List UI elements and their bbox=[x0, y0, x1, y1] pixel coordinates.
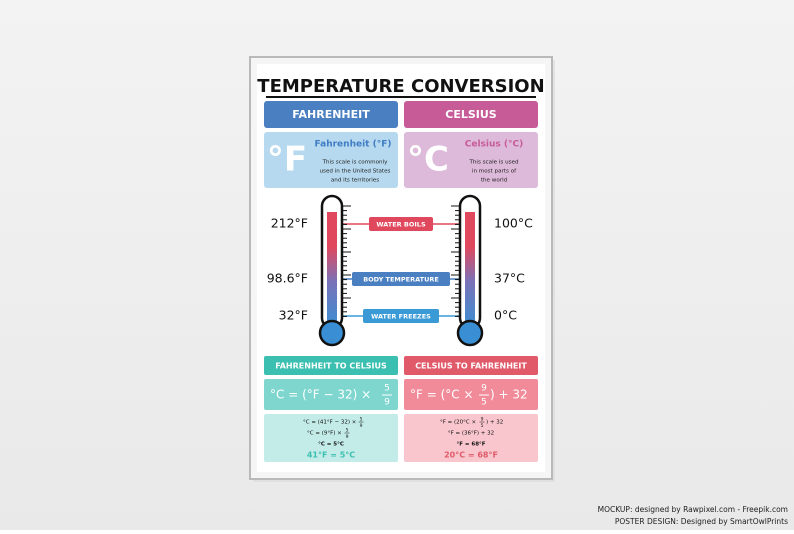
boil-text: WATER BOILS bbox=[376, 221, 426, 229]
example: °F = (20°C × bbox=[440, 420, 476, 426]
body-text: BODY TEMPERATURE bbox=[363, 276, 439, 284]
result: 20°C = 68°F bbox=[444, 451, 498, 460]
fahrenheit-info bbox=[264, 132, 398, 188]
f-label: 32°F bbox=[279, 308, 308, 323]
numerator: 5 bbox=[346, 428, 349, 434]
fahrenheit-symbol: °F bbox=[267, 140, 307, 180]
fahrenheit-name: Fahrenheit (°F) bbox=[315, 140, 392, 150]
freeze-text: WATER FREEZES bbox=[371, 313, 431, 321]
example: ) + 32 bbox=[486, 420, 503, 426]
denominator: 5 bbox=[481, 398, 487, 408]
numerator: 5 bbox=[360, 417, 363, 423]
c-to-f-example-box bbox=[404, 414, 538, 462]
c-label: 37°C bbox=[494, 271, 525, 286]
fahrenheit-desc: used in the United States bbox=[320, 169, 391, 175]
c-to-f-formula-box bbox=[404, 379, 538, 410]
example: °F = (36°F) + 32 bbox=[448, 431, 494, 437]
celsius-info bbox=[404, 132, 538, 188]
mercury bbox=[327, 212, 337, 328]
body-marker bbox=[352, 272, 450, 286]
c-to-f-header-text: CELSIUS TO FAHRENHEIT bbox=[415, 362, 527, 371]
formula: °C = (°F − 32) × bbox=[270, 388, 371, 402]
f-to-c-formula-box bbox=[264, 379, 398, 410]
fahrenheit-desc: and its territories bbox=[331, 178, 379, 184]
fahrenheit-desc: This scale is commonly bbox=[322, 160, 389, 166]
fahrenheit-header bbox=[264, 101, 398, 128]
boil-marker bbox=[369, 217, 433, 231]
fahrenheit-header-text: FAHRENHEIT bbox=[292, 108, 370, 121]
formula: ) + 32 bbox=[490, 388, 528, 402]
credit: POSTER DESIGN: Designed by SmartOwlPrint… bbox=[615, 517, 788, 526]
celsius-header bbox=[404, 101, 538, 128]
numerator: 5 bbox=[384, 384, 390, 394]
title: TEMPERATURE CONVERSION bbox=[257, 76, 544, 97]
celsius-header-text: CELSIUS bbox=[445, 108, 497, 121]
bulb bbox=[456, 319, 484, 347]
freeze-marker bbox=[363, 309, 439, 323]
formula: °F = (°C × bbox=[410, 388, 474, 402]
celsius-desc: the world bbox=[481, 178, 508, 184]
example: °C = 5°C bbox=[318, 442, 344, 448]
celsius-desc: This scale is used bbox=[468, 160, 519, 166]
thermometers bbox=[318, 194, 484, 347]
denominator: 9 bbox=[360, 423, 363, 429]
bulb bbox=[318, 319, 346, 347]
c-label: 0°C bbox=[494, 308, 517, 323]
c-label: 100°C bbox=[494, 216, 533, 231]
f-label: 212°F bbox=[271, 216, 308, 231]
f-to-c-header bbox=[264, 356, 398, 375]
credit: MOCKUP: designed by Rawpixel.com - Freep… bbox=[598, 505, 788, 514]
mercury bbox=[465, 212, 475, 328]
numerator: 9 bbox=[481, 417, 484, 423]
example: °C = (41°F − 32) × bbox=[303, 420, 356, 426]
celsius-symbol: °C bbox=[407, 140, 449, 180]
celsius-desc: in most parts of bbox=[472, 169, 517, 175]
c-to-f-header bbox=[404, 356, 538, 375]
example: °C = (9°F) × bbox=[307, 431, 342, 437]
denominator: 9 bbox=[384, 398, 390, 408]
result: 41°F = 5°C bbox=[307, 451, 355, 460]
f-label: 98.6°F bbox=[267, 271, 308, 286]
denominator: 9 bbox=[346, 434, 349, 440]
f-to-c-header-text: FAHRENHEIT TO CELSIUS bbox=[275, 362, 387, 371]
celsius-name: Celsius (°C) bbox=[465, 140, 523, 150]
numerator: 9 bbox=[481, 384, 487, 394]
example: °F = 68°F bbox=[456, 442, 485, 448]
denominator: 5 bbox=[481, 423, 484, 429]
f-to-c-example-box bbox=[264, 414, 398, 462]
